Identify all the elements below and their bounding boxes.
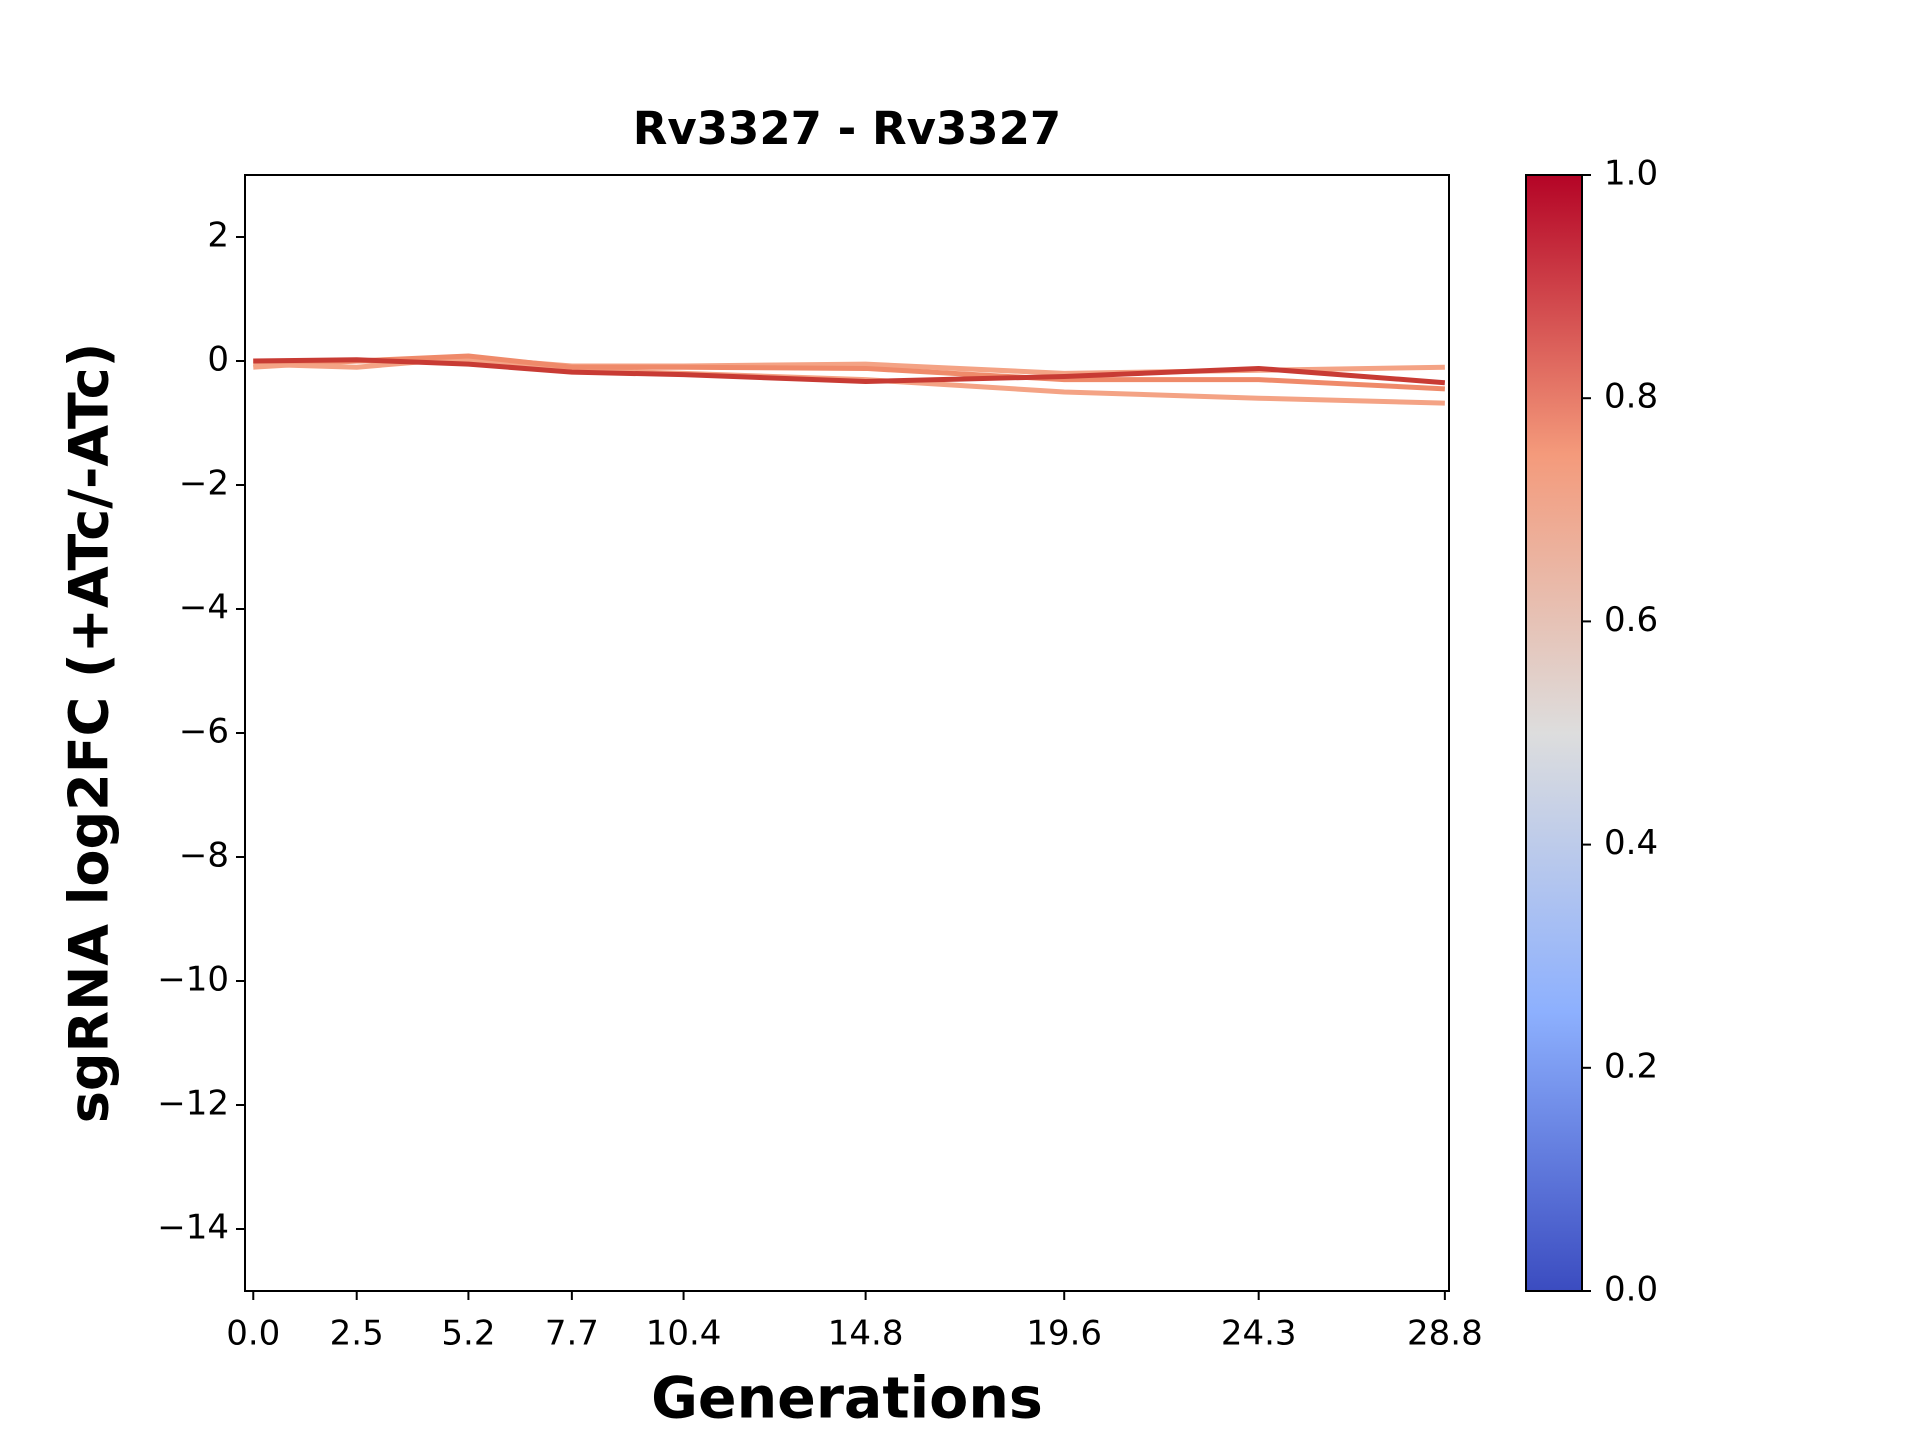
colorbar-tick-label: 0.6: [1604, 600, 1658, 640]
x-tick-label: 5.2: [441, 1314, 495, 1354]
chart-title: Rv3327 - Rv3327: [633, 102, 1061, 155]
x-tick-label: 2.5: [330, 1314, 384, 1354]
y-tick-label: −12: [157, 1084, 229, 1124]
x-tick-label: 7.7: [545, 1314, 599, 1354]
x-tick-label: 24.3: [1221, 1314, 1297, 1354]
colorbar-tick-label: 0.4: [1604, 823, 1658, 863]
colorbar-tick-label: 0.8: [1604, 377, 1658, 417]
y-tick-label: −6: [179, 712, 229, 752]
y-tick-label: −2: [179, 464, 229, 504]
x-axis-label: Generations: [651, 1366, 1043, 1432]
y-tick-label: −14: [157, 1208, 229, 1248]
y-tick-label: −8: [179, 836, 229, 876]
x-tick-label: 14.8: [828, 1314, 904, 1354]
y-tick-label: −10: [157, 960, 229, 1000]
x-tick-label: 10.4: [646, 1314, 722, 1354]
y-axis-label: sgRNA log2FC (+ATc/-ATc): [58, 343, 121, 1124]
colorbar: [1525, 174, 1583, 1292]
x-tick-label: 28.8: [1407, 1314, 1483, 1354]
plot-frame: [244, 174, 1450, 1292]
colorbar-tick-label: 1.0: [1604, 154, 1658, 194]
y-tick-label: 2: [207, 216, 229, 256]
x-tick-label: 0.0: [226, 1314, 280, 1354]
y-tick-label: −4: [179, 588, 229, 628]
x-tick-label: 19.6: [1026, 1314, 1102, 1354]
y-tick-label: 0: [207, 340, 229, 380]
line-series: [253, 357, 1446, 386]
colorbar-tick-label: 0.2: [1604, 1046, 1658, 1086]
colorbar-tick-label: 0.0: [1604, 1270, 1658, 1310]
